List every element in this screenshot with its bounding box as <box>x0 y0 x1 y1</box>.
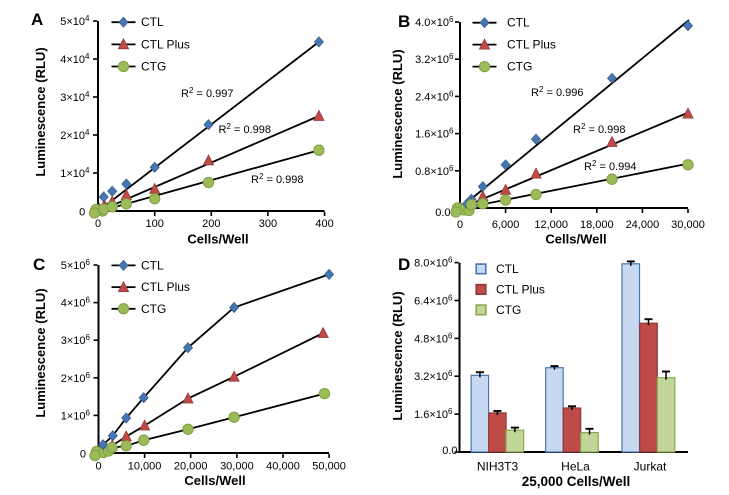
svg-text:20,000: 20,000 <box>174 461 208 473</box>
svg-text:1×106: 1×106 <box>61 408 91 422</box>
svg-text:4.0×106: 4.0×106 <box>415 15 454 29</box>
svg-text:2×104: 2×104 <box>60 128 90 142</box>
svg-text:CTL Plus: CTL Plus <box>141 37 190 51</box>
svg-text:0.0: 0.0 <box>435 207 450 219</box>
svg-text:CTL: CTL <box>141 15 164 29</box>
svg-text:2.4×106: 2.4×106 <box>415 89 454 103</box>
svg-text:CTL Plus: CTL Plus <box>141 280 190 294</box>
svg-text:8.0×106: 8.0×106 <box>414 256 453 270</box>
svg-text:HeLa: HeLa <box>561 460 590 474</box>
svg-text:3×104: 3×104 <box>60 90 90 104</box>
svg-text:R2 = 0.998: R2 = 0.998 <box>251 172 303 186</box>
svg-text:3.2×106: 3.2×106 <box>414 369 453 383</box>
svg-text:1.6×106: 1.6×106 <box>414 407 453 421</box>
svg-text:NIH3T3: NIH3T3 <box>477 460 519 474</box>
svg-text:B: B <box>398 12 410 31</box>
svg-text:R2 = 0.994: R2 = 0.994 <box>584 159 636 173</box>
svg-text:CTL Plus: CTL Plus <box>496 282 545 296</box>
svg-text:R2 = 0.998: R2 = 0.998 <box>219 122 271 136</box>
svg-text:CTL: CTL <box>141 258 164 272</box>
svg-text:CTL: CTL <box>496 262 519 276</box>
svg-text:1.6×106: 1.6×106 <box>415 127 454 141</box>
svg-text:C: C <box>33 255 45 274</box>
svg-text:30,000: 30,000 <box>671 219 705 231</box>
svg-text:0: 0 <box>457 219 463 231</box>
svg-text:10,000: 10,000 <box>128 461 162 473</box>
svg-text:4.8×106: 4.8×106 <box>414 331 453 345</box>
svg-text:0.8×106: 0.8×106 <box>415 164 454 178</box>
svg-text:CTG: CTG <box>141 60 166 74</box>
svg-text:CTG: CTG <box>496 303 521 317</box>
svg-text:50,000: 50,000 <box>312 461 346 473</box>
svg-text:Luminescence (RLU): Luminescence (RLU) <box>33 288 48 417</box>
svg-text:Cells/Well: Cells/Well <box>187 232 248 247</box>
svg-text:100: 100 <box>146 218 164 230</box>
svg-text:CTG: CTG <box>141 302 166 316</box>
svg-text:40,000: 40,000 <box>266 461 300 473</box>
svg-text:300: 300 <box>259 218 277 230</box>
svg-text:Luminescence (RLU): Luminescence (RLU) <box>33 47 48 176</box>
svg-text:5×104: 5×104 <box>60 14 90 28</box>
svg-text:Cells/Well: Cells/Well <box>545 232 606 247</box>
svg-text:12,000: 12,000 <box>534 219 568 231</box>
svg-text:18,000: 18,000 <box>580 219 614 231</box>
svg-text:24,000: 24,000 <box>626 219 660 231</box>
svg-text:CTL Plus: CTL Plus <box>507 38 556 52</box>
svg-text:30,000: 30,000 <box>220 461 254 473</box>
svg-text:Luminescence (RLU): Luminescence (RLU) <box>390 291 405 420</box>
svg-text:0: 0 <box>79 207 85 219</box>
svg-text:A: A <box>31 10 43 29</box>
svg-text:0.0: 0.0 <box>442 445 457 457</box>
svg-text:Luminescence (RLU): Luminescence (RLU) <box>390 49 405 178</box>
svg-text:2×106: 2×106 <box>61 371 91 385</box>
svg-text:3.2×106: 3.2×106 <box>415 52 454 66</box>
svg-text:CTL: CTL <box>507 16 530 30</box>
svg-text:6,000: 6,000 <box>492 219 520 231</box>
svg-text:25,000 Cells/Well: 25,000 Cells/Well <box>522 474 631 489</box>
svg-text:Cells/Well: Cells/Well <box>184 473 245 488</box>
svg-text:CTG: CTG <box>507 60 532 74</box>
svg-text:400: 400 <box>315 218 333 230</box>
svg-text:0: 0 <box>80 449 86 461</box>
svg-text:3×106: 3×106 <box>61 333 91 347</box>
svg-text:0: 0 <box>95 461 101 473</box>
svg-text:5×106: 5×106 <box>61 258 91 272</box>
svg-text:R2 = 0.996: R2 = 0.996 <box>531 85 583 99</box>
svg-text:0: 0 <box>95 218 101 230</box>
svg-text:D: D <box>398 255 410 274</box>
svg-text:Jurkat: Jurkat <box>634 460 667 474</box>
svg-text:4×104: 4×104 <box>60 52 90 66</box>
svg-text:200: 200 <box>202 218 220 230</box>
svg-text:R2 = 0.998: R2 = 0.998 <box>573 122 625 136</box>
svg-text:1×104: 1×104 <box>60 166 90 180</box>
svg-text:4×106: 4×106 <box>61 296 91 310</box>
svg-text:R2 = 0.997: R2 = 0.997 <box>181 86 233 100</box>
svg-text:6.4×106: 6.4×106 <box>414 294 453 308</box>
